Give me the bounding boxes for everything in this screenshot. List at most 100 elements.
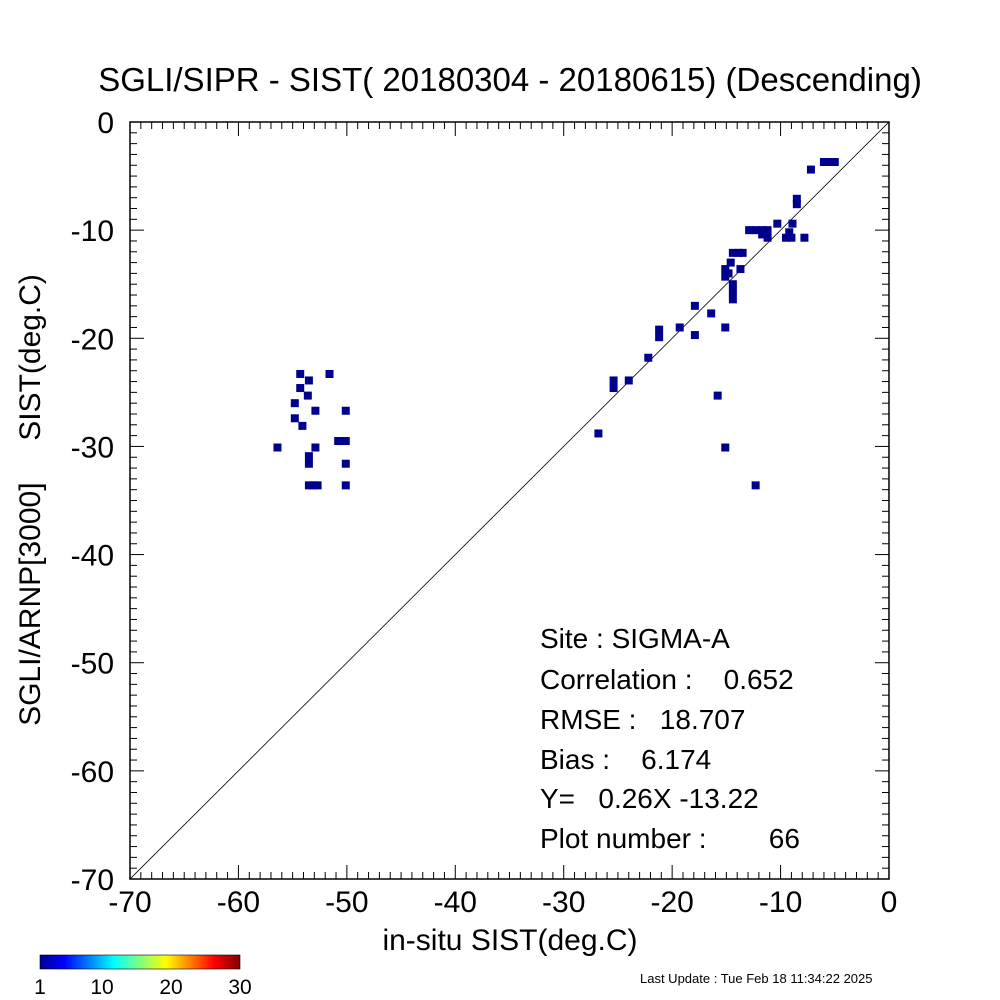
y-tick-label: 0 — [97, 107, 114, 140]
data-point — [675, 323, 684, 332]
data-point — [773, 219, 782, 228]
minor-ticks — [129, 121, 890, 880]
stat-site: Site : SIGMA-A — [540, 623, 730, 654]
data-point — [298, 421, 307, 430]
data-point — [624, 376, 633, 385]
y-tick-label: -20 — [71, 323, 114, 356]
data-point — [341, 459, 350, 468]
data-point — [721, 443, 730, 452]
data-point — [751, 226, 760, 235]
stat-correlation: Correlation : 0.652 — [540, 664, 794, 695]
data-point — [594, 429, 603, 438]
data-point — [303, 391, 312, 400]
stat-bias: Bias : 6.174 — [540, 744, 711, 775]
data-point — [738, 248, 747, 257]
data-point — [690, 331, 699, 340]
data-points — [273, 158, 839, 490]
x-axis-label: in-situ SIST(deg.C) — [382, 924, 637, 957]
data-point — [751, 481, 760, 490]
data-point — [763, 233, 772, 242]
last-update: Last Update : Tue Feb 18 11:34:22 2025 — [640, 971, 873, 986]
data-point — [728, 287, 737, 296]
data-point — [290, 399, 299, 408]
data-point — [309, 481, 318, 490]
data-point — [787, 233, 796, 242]
data-point — [690, 301, 699, 310]
data-point — [781, 233, 790, 242]
data-point — [655, 325, 664, 334]
data-point — [825, 158, 834, 167]
one-to-one-line — [130, 122, 889, 879]
data-point — [341, 406, 350, 415]
y-tick-label: -60 — [71, 756, 114, 789]
y-tick-label: -70 — [71, 864, 114, 897]
data-point — [788, 219, 797, 228]
stat-rmse: RMSE : 18.707 — [540, 704, 745, 735]
data-point — [290, 414, 299, 423]
colorbar-tick-label: 1 — [34, 976, 46, 999]
x-tick-label: -60 — [217, 886, 260, 919]
data-point — [806, 165, 815, 174]
data-point — [734, 248, 743, 257]
data-point — [644, 353, 653, 362]
data-point — [311, 443, 320, 452]
colorbar-tick-label: 30 — [228, 976, 251, 999]
data-point — [830, 158, 839, 167]
stat-regression: Y= 0.26X -13.22 — [540, 783, 759, 814]
data-point — [785, 228, 794, 237]
data-point — [325, 369, 334, 378]
y-tick-label: -10 — [71, 215, 114, 248]
colorbar-labels: 1 10 20 30 — [34, 976, 252, 999]
x-tick-label: -50 — [325, 886, 368, 919]
data-point — [792, 200, 801, 209]
colorbar-tick-label: 10 — [90, 976, 113, 999]
data-point — [707, 309, 716, 318]
data-point — [609, 384, 618, 393]
data-point — [792, 194, 801, 203]
x-tick-labels: -70 -60 -50 -40 -30 -20 -10 0 — [108, 886, 897, 919]
data-point — [728, 248, 737, 257]
data-point — [311, 406, 320, 415]
data-point — [758, 230, 767, 239]
data-point — [728, 280, 737, 289]
y-axis-label: SGLI/ARNP[3000] SIST(deg.C) — [14, 274, 47, 726]
colorbar-tick-label: 20 — [159, 976, 182, 999]
data-point — [296, 384, 305, 393]
data-point — [726, 258, 735, 267]
data-point — [273, 443, 282, 452]
stats-box: Site : SIGMA-A Correlation : 0.652 RMSE … — [540, 623, 800, 854]
y-tick-label: -30 — [71, 431, 114, 464]
data-point — [721, 265, 730, 274]
y-tick-labels: -70 -60 -50 -40 -30 -20 -10 0 — [71, 107, 114, 897]
data-point — [655, 333, 664, 342]
data-point — [304, 376, 313, 385]
data-point — [713, 391, 722, 400]
data-point — [721, 323, 730, 332]
x-tick-label: -20 — [650, 886, 693, 919]
chart-title: SGLI/SIPR - SIST( 20180304 - 20180615) (… — [98, 61, 922, 98]
data-point — [341, 481, 350, 490]
x-tick-label: -70 — [108, 886, 151, 919]
data-point — [304, 481, 313, 490]
stat-plot-number: Plot number : 66 — [540, 823, 800, 854]
y-tick-label: -50 — [71, 648, 114, 681]
data-point — [724, 269, 733, 278]
data-point — [819, 158, 828, 167]
x-tick-label: 0 — [881, 886, 898, 919]
x-tick-label: -10 — [759, 886, 802, 919]
data-point — [313, 481, 322, 490]
data-point — [304, 452, 313, 461]
data-point — [609, 376, 618, 385]
data-point — [304, 459, 313, 468]
colorbar — [39, 954, 241, 970]
data-point — [763, 226, 772, 235]
y-tick-label: -40 — [71, 540, 114, 573]
data-point — [296, 369, 305, 378]
data-point — [341, 437, 350, 446]
data-point — [736, 265, 745, 274]
data-point — [758, 226, 767, 235]
x-tick-label: -40 — [434, 886, 477, 919]
x-tick-label: -30 — [542, 886, 585, 919]
data-point — [728, 295, 737, 304]
